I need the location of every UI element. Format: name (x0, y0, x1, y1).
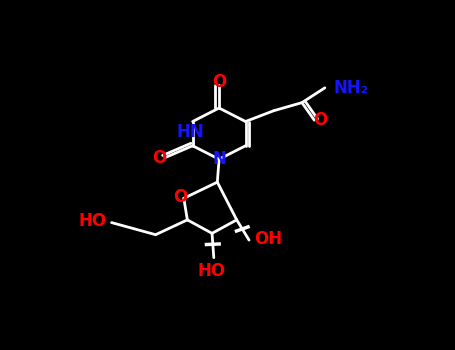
Text: O: O (152, 149, 166, 167)
Text: O: O (212, 72, 226, 91)
Text: O: O (313, 111, 328, 129)
Text: HO: HO (78, 212, 106, 230)
Text: NH₂: NH₂ (334, 79, 369, 97)
Text: HN: HN (177, 123, 205, 141)
Text: N: N (212, 150, 226, 168)
Text: OH: OH (254, 230, 283, 248)
Text: HO: HO (198, 262, 226, 280)
Text: O: O (173, 188, 187, 206)
